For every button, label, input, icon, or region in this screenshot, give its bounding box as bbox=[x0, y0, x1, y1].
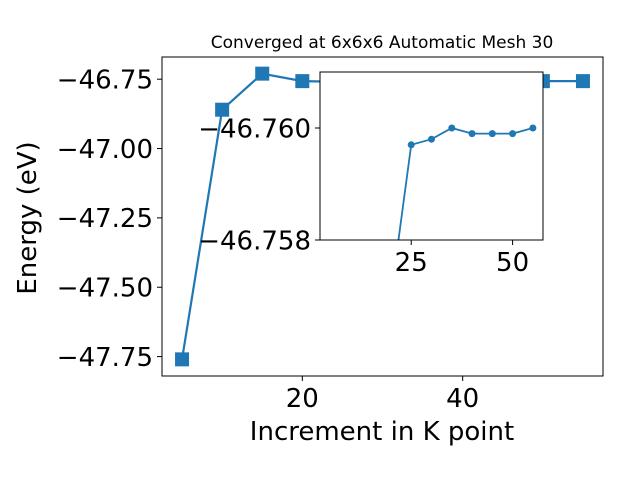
x-axis-label: Increment in K point bbox=[250, 417, 514, 447]
main-plot-area: Converged at 6x6x6 Automatic Mesh 30 20 4… bbox=[13, 33, 604, 447]
inset-data-point bbox=[488, 130, 496, 138]
inset-data-point bbox=[509, 130, 517, 138]
main-x-ticks: 20 40 bbox=[286, 376, 479, 414]
inset-x-tick-label: 25 bbox=[395, 248, 428, 278]
main-y-tick-label: −47.75 bbox=[57, 343, 153, 373]
inset-data-point bbox=[428, 135, 435, 143]
main-plot-frame bbox=[161, 56, 604, 377]
inset-y-tick-label: −46.758 bbox=[198, 226, 311, 256]
main-y-ticks: −46.75 −47.00 −47.25 −47.50 −47.75 bbox=[57, 66, 162, 373]
inset-y-ticks: −46.760 −46.758 bbox=[198, 114, 320, 256]
inset-data-point bbox=[529, 124, 537, 132]
main-data-point bbox=[295, 74, 310, 89]
main-data-point bbox=[215, 102, 230, 117]
inset-plot-frame bbox=[319, 71, 544, 241]
inset-series bbox=[397, 124, 537, 240]
main-y-tick-label: −46.75 bbox=[57, 66, 153, 96]
inset-data-point bbox=[407, 141, 415, 149]
chart-title: Converged at 6x6x6 Automatic Mesh 30 bbox=[211, 33, 554, 53]
inset-x-tick-label: 50 bbox=[496, 248, 529, 278]
main-x-tick-label: 40 bbox=[446, 384, 479, 414]
main-y-tick-label: −47.50 bbox=[57, 274, 153, 304]
inset-data-point bbox=[448, 124, 456, 132]
main-data-point bbox=[175, 352, 190, 367]
y-axis-label: Energy (eV) bbox=[13, 141, 43, 294]
inset-data-point bbox=[468, 130, 476, 138]
main-data-point bbox=[575, 74, 590, 89]
inset-background bbox=[320, 72, 543, 240]
main-y-tick-label: −47.00 bbox=[57, 135, 153, 165]
inset-plot-area: 25 50 −46.760 −46.758 bbox=[198, 71, 544, 278]
main-y-tick-label: −47.25 bbox=[57, 204, 153, 234]
main-data-point bbox=[255, 66, 270, 81]
inset-x-ticks: 25 50 bbox=[395, 240, 529, 278]
inset-y-tick-label: −46.760 bbox=[198, 114, 311, 144]
main-x-tick-label: 20 bbox=[286, 384, 319, 414]
